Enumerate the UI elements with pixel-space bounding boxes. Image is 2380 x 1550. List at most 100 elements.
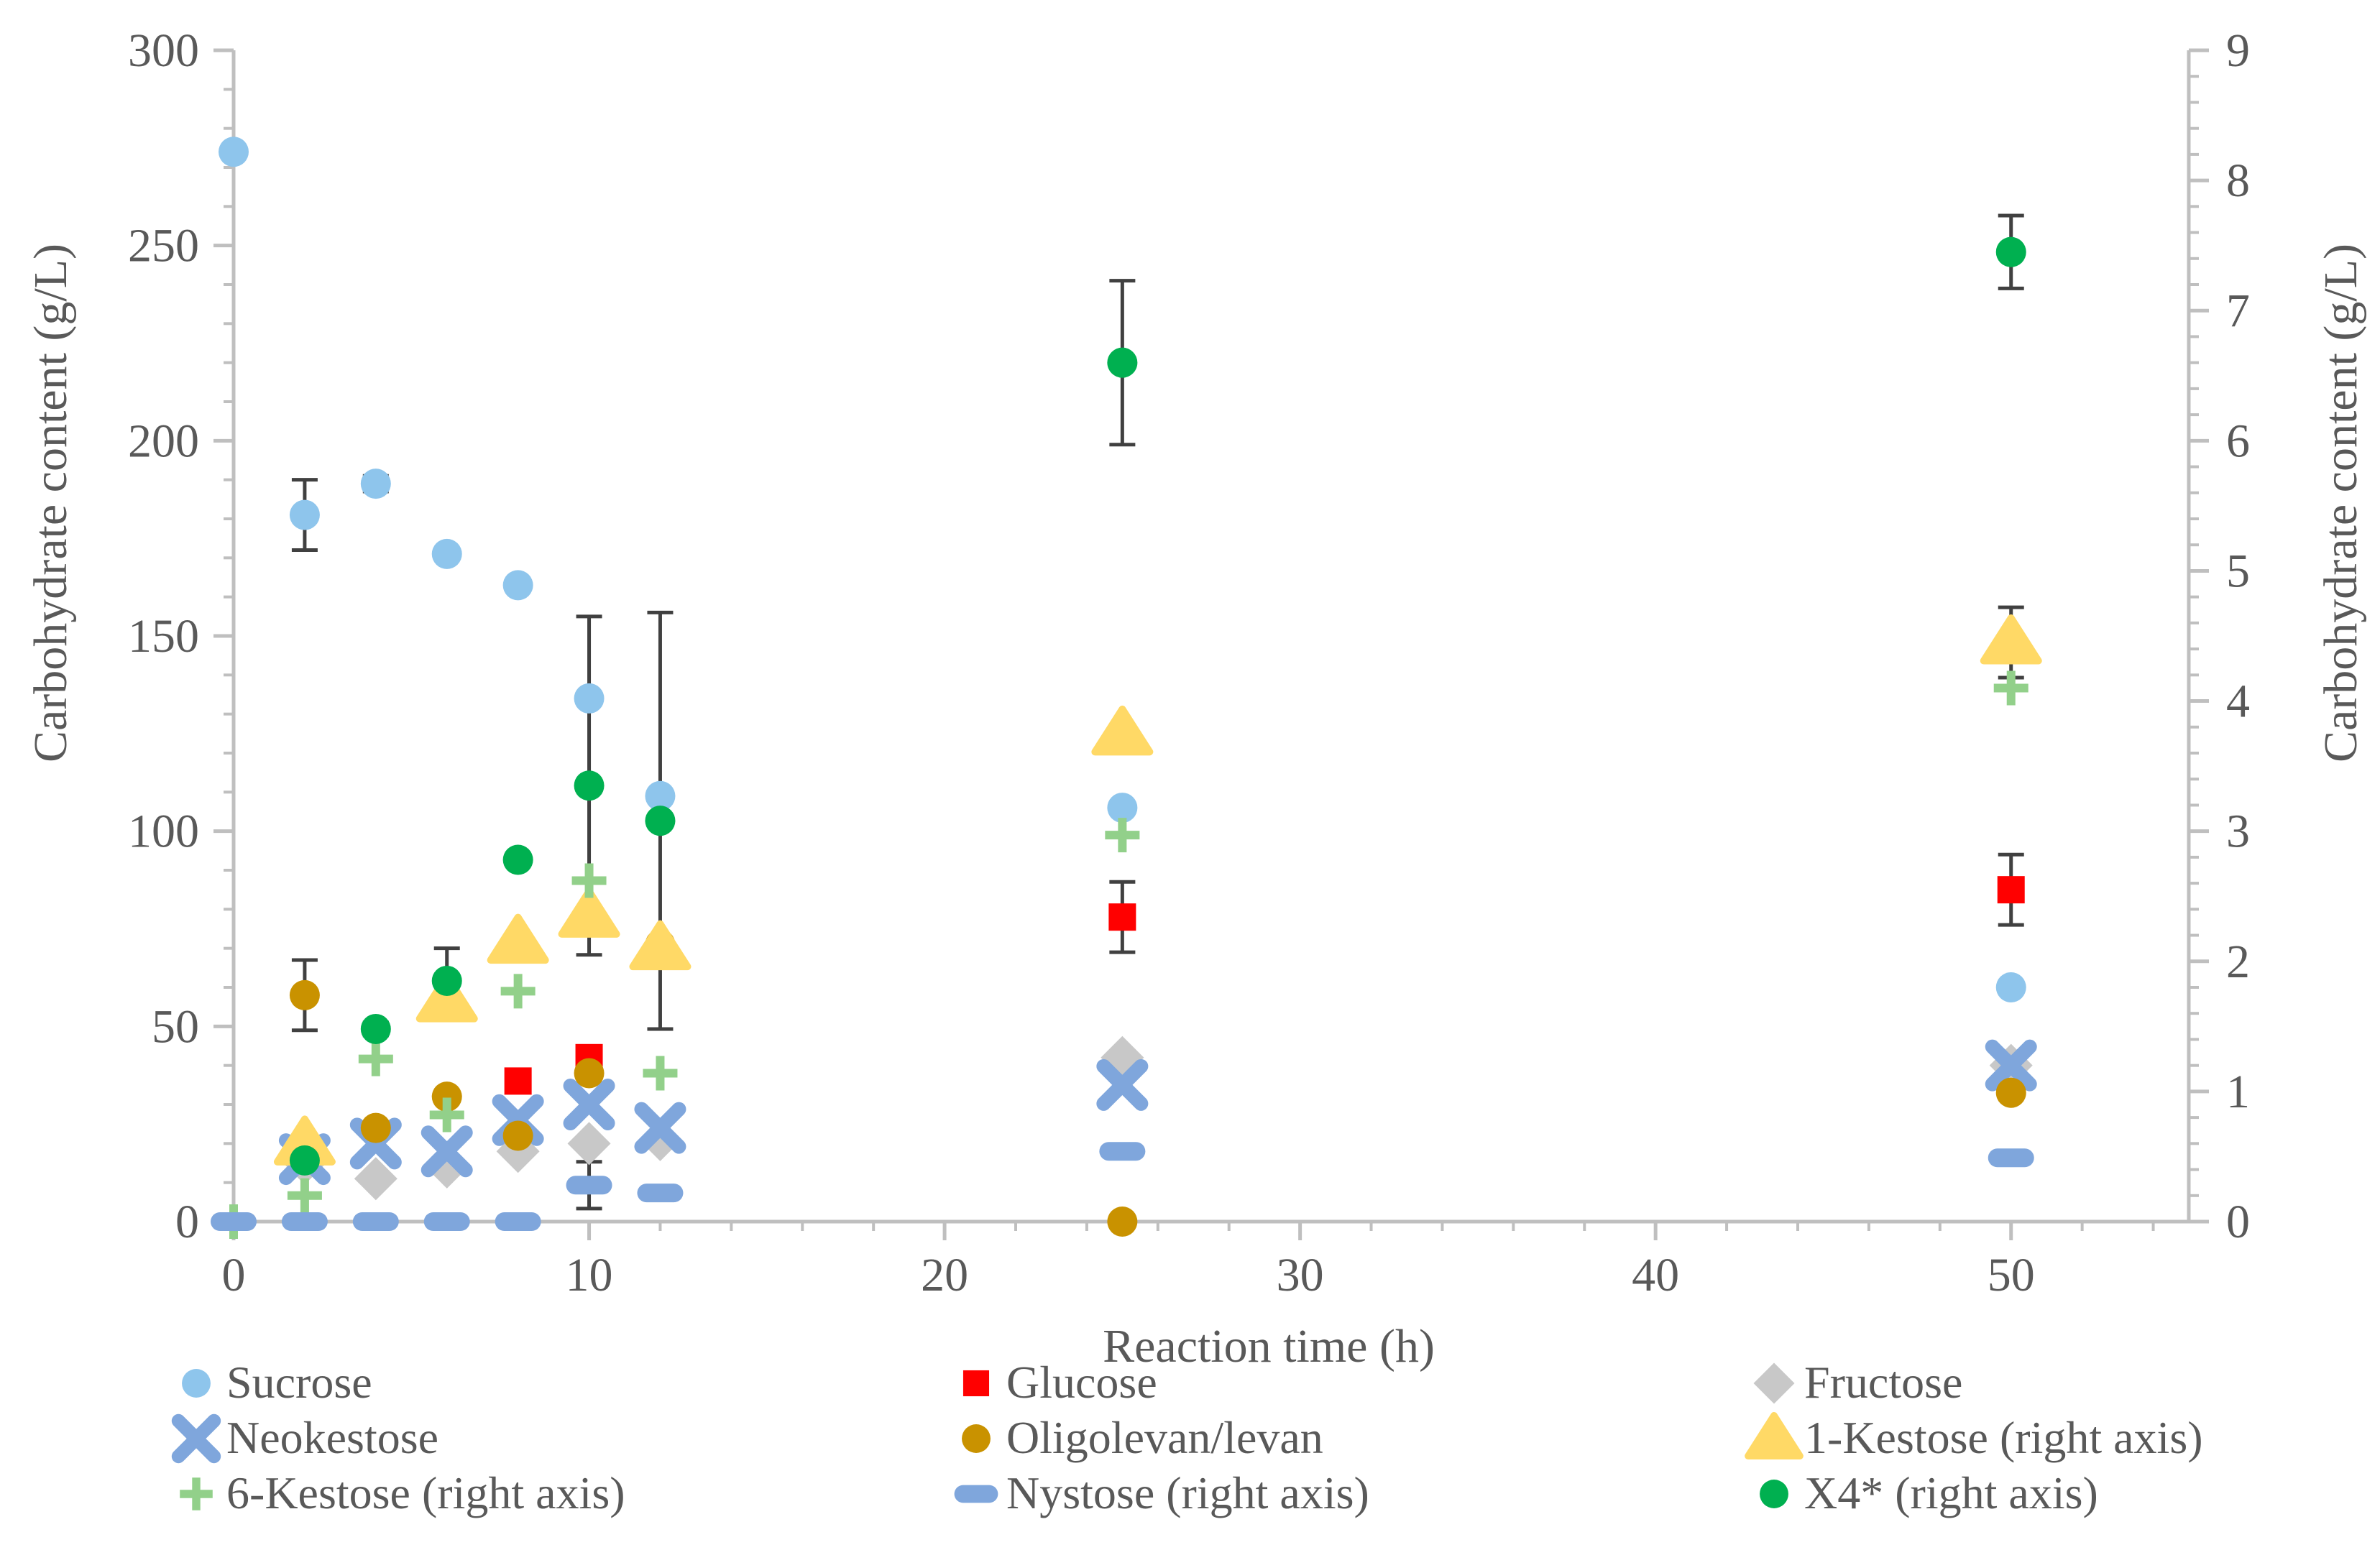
data-point-neokestose [1985, 1039, 2037, 1092]
data-point-6-kestose-right-axis [571, 863, 607, 898]
y2-tick-label: 5 [2226, 545, 2250, 597]
data-point-1-kestose-right-axis [487, 913, 549, 964]
data-point-neokestose [1096, 1058, 1149, 1111]
data-point-6-kestose-right-axis [643, 1056, 678, 1091]
x-tick-label: 40 [1632, 1249, 1679, 1301]
data-point-6-kestose-right-axis [287, 1178, 322, 1213]
series-nystose-right-axis [211, 1142, 2034, 1231]
data-point-sucrose [289, 499, 320, 530]
data-point-6-kestose-right-axis [1105, 818, 1140, 853]
data-point-nystose-right-axis [423, 1212, 470, 1231]
data-point-oligolevan-levan [502, 1120, 533, 1151]
data-point-oligolevan-levan [1995, 1077, 2026, 1108]
data-point-nystose-right-axis [566, 1176, 612, 1195]
y-tick-label: 100 [128, 806, 199, 858]
data-point-1-kestose-right-axis [415, 972, 478, 1023]
axes: 0 50 100 150 200 250 300 0 1 2 3 4 5 6 7 8 9 0 10 20 30 40 50 [128, 24, 2250, 1301]
data-point-glucose [1997, 876, 2025, 904]
data-point-nystose-right-axis [211, 1212, 257, 1231]
data-point-fructose [354, 1157, 398, 1201]
legend-marker-x4-right-axis [1760, 1480, 1788, 1508]
y2-tick-label: 2 [2226, 936, 2250, 988]
data-point-6-kestose-right-axis [358, 1041, 393, 1076]
data-point-6-kestose-right-axis [429, 1097, 464, 1132]
y2-tick-label: 4 [2226, 675, 2250, 728]
data-point-1-kestose-right-axis [558, 887, 620, 938]
data-point-nystose-right-axis [281, 1212, 328, 1231]
data-point-1-kestose-right-axis [1091, 705, 1154, 756]
data-point-6-kestose-right-axis [1993, 670, 2028, 706]
data-point-oligolevan-levan [574, 1058, 605, 1089]
legend-label-6-kestose-right-axis: 6-Kestose (right axis) [226, 1467, 625, 1518]
data-point-sucrose [360, 469, 391, 499]
legend: Sucrose Glucose Fructose Neokestose Oligolev… [171, 1357, 2203, 1518]
data-point-oligolevan-levan [360, 1112, 391, 1143]
data-point-sucrose [219, 137, 249, 167]
legend-marker-fructose [1753, 1362, 1795, 1404]
legend-label-x4-right-axis: X4* (right axis) [1804, 1467, 2098, 1518]
series-oligolevan-levan [289, 929, 2026, 1237]
legend-label-oligolevan-levan: Oligolevan/levan [1006, 1412, 1323, 1463]
data-point-1-kestose-right-axis [629, 920, 692, 971]
data-point-nystose-right-axis [1099, 1142, 1146, 1161]
legend-marker-1-kestose-right-axis [1745, 1411, 1804, 1459]
data-point-neokestose [634, 1102, 686, 1154]
legend-label-fructose: Fructose [1804, 1357, 1962, 1408]
data-point-x4-right-axis [431, 965, 462, 996]
series-sucrose [219, 137, 2026, 1002]
data-point-x4-right-axis [1107, 347, 1138, 378]
series-x4-right-axis [289, 236, 2026, 1176]
y2-tick-label: 8 [2226, 154, 2250, 207]
data-point-sucrose [1995, 972, 2026, 1002]
data-point-sucrose [1107, 793, 1138, 824]
legend-label-glucose: Glucose [1006, 1357, 1157, 1408]
data-point-fructose [567, 1122, 611, 1166]
data-point-x4-right-axis [645, 806, 676, 836]
legend-marker-sucrose [182, 1369, 211, 1398]
y-tick-label: 150 [128, 610, 199, 663]
y2-tick-label: 0 [2226, 1196, 2250, 1248]
legend-label-sucrose: Sucrose [226, 1357, 372, 1408]
x-tick-label: 20 [921, 1249, 968, 1301]
data-point-sucrose [431, 538, 462, 569]
series-glucose [504, 876, 2025, 1095]
data-point-neokestose [421, 1125, 473, 1178]
data-point-sucrose [502, 570, 533, 601]
error-bars [291, 213, 2024, 1211]
y-tick-label: 300 [128, 24, 199, 77]
y-tick-label: 0 [175, 1196, 199, 1248]
series-fructose [282, 1035, 2033, 1201]
y-tick-label: 250 [128, 220, 199, 272]
data-point-x4-right-axis [502, 844, 533, 875]
x-tick-label: 10 [566, 1249, 613, 1301]
data-point-nystose-right-axis [352, 1212, 399, 1231]
y-tick-label: 200 [128, 415, 199, 467]
y2-tick-label: 9 [2226, 24, 2250, 77]
x-tick-label: 0 [222, 1249, 246, 1301]
data-point-oligolevan-levan [431, 1081, 462, 1112]
data-point-sucrose [574, 683, 605, 714]
legend-label-nystose-right-axis: Nystose (right axis) [1006, 1467, 1369, 1518]
legend-marker-neokestose [171, 1413, 221, 1464]
data-point-nystose-right-axis [495, 1212, 541, 1231]
data-point-nystose-right-axis [637, 1184, 684, 1203]
data-point-glucose [1108, 903, 1136, 931]
data-point-nystose-right-axis [1988, 1148, 2034, 1168]
data-points [211, 137, 2042, 1239]
series-neokestose [278, 1039, 2037, 1186]
y2-tick-label: 7 [2226, 285, 2250, 337]
data-point-1-kestose-right-axis [1980, 614, 2042, 665]
data-point-x4-right-axis [360, 1013, 391, 1044]
data-point-sucrose [645, 780, 676, 811]
data-point-glucose [504, 1067, 532, 1095]
data-point-6-kestose-right-axis [500, 974, 536, 1009]
y2-tick-label: 3 [2226, 806, 2250, 858]
x-tick-label: 30 [1277, 1249, 1324, 1301]
legend-marker-oligolevan-levan [962, 1424, 991, 1453]
legend-marker-glucose [962, 1370, 990, 1397]
data-point-x4-right-axis [289, 1145, 320, 1176]
legend-marker-nystose-right-axis [954, 1485, 998, 1503]
data-point-oligolevan-levan [289, 979, 320, 1010]
data-point-neokestose [563, 1079, 615, 1130]
